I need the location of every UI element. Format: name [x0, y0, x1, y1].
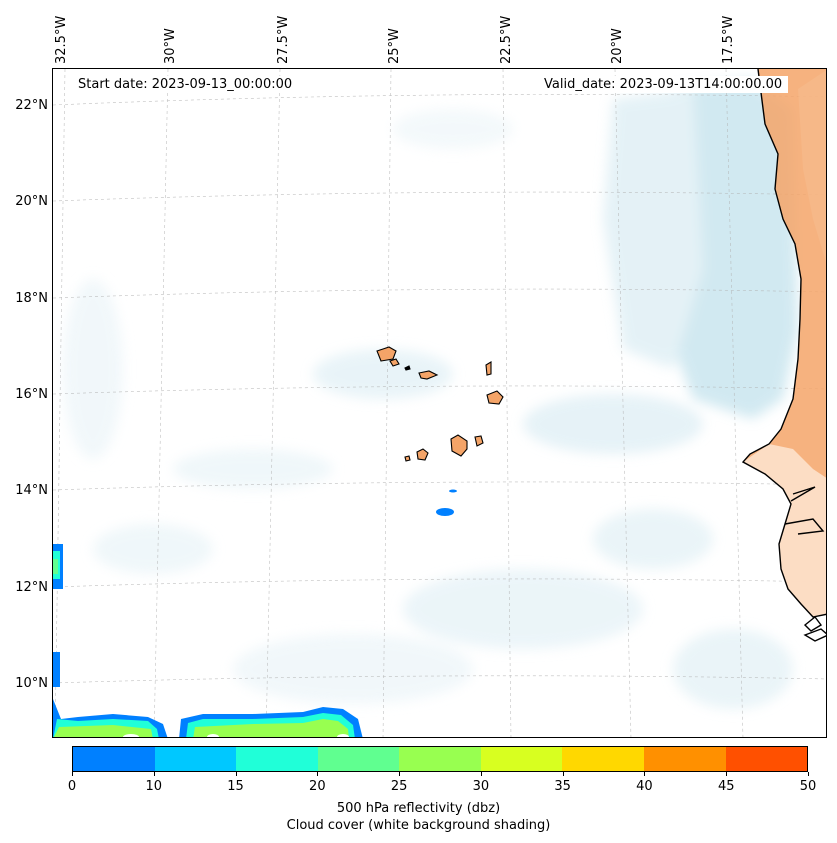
colorbar-tickmark: [562, 772, 564, 776]
colorbar-segment-2: [236, 747, 318, 771]
map-canvas: [53, 69, 826, 737]
lat-label-22n: 22°N: [15, 98, 48, 113]
lon-label-17-5w: 17.5°W: [721, 15, 736, 64]
colorbar-tickmark: [317, 772, 319, 776]
graticule: [53, 69, 826, 737]
lat-label-18n: 18°N: [15, 291, 48, 306]
africa-land: [743, 69, 826, 617]
colorbar-tick-label: 35: [554, 779, 571, 794]
lat-label-16n: 16°N: [15, 387, 48, 402]
colorbar-label: 500 hPa reflectivity (dbz): [336, 801, 501, 816]
colorbar-tickmark: [808, 772, 809, 776]
cloud-cover-shading: [63, 79, 798, 709]
start-date-text: Start date: 2023-09-13_00:00:00: [72, 76, 299, 93]
colorbar-segment-1: [154, 747, 237, 771]
colorbar-segment-7: [643, 747, 726, 771]
colorbar-tick-label: 25: [390, 779, 408, 794]
lon-label-30w: 30°W: [163, 28, 178, 64]
lon-label-27-5w: 27.5°W: [276, 15, 291, 64]
lat-label-12n: 12°N: [15, 580, 48, 595]
colorbar-tick-label: 40: [636, 779, 653, 794]
colorbar-tick-label: 20: [309, 779, 326, 794]
colorbar-tick-label: 45: [717, 779, 735, 794]
cape-verde-islands: [376, 346, 504, 462]
colorbar-segment-4: [399, 747, 481, 771]
colorbar-tick-label: 30: [472, 779, 490, 794]
colorbar-tick-label: 0: [67, 779, 77, 794]
colorbar-tickmark: [726, 772, 728, 776]
colorbar-tickmark: [399, 772, 401, 776]
colorbar-segment-0: [73, 747, 155, 771]
lon-label-25w: 25°W: [387, 28, 402, 64]
colorbar-tickmark: [235, 772, 237, 776]
lon-label-32-5w: 32.5°W: [54, 15, 69, 64]
colorbar-segment-5: [480, 747, 563, 771]
colorbar-segment-3: [317, 747, 400, 771]
colorbar-tickmark: [153, 772, 155, 776]
lat-label-14n: 14°N: [15, 483, 48, 498]
colorbar-segment-8: [725, 747, 808, 771]
africa-coastline: [741, 69, 826, 642]
colorbar-tick-label: 10: [145, 779, 163, 794]
colorbar-segment-6: [562, 747, 644, 771]
colorbar-tickmark: [72, 772, 73, 776]
lon-label-20w: 20°W: [610, 28, 625, 64]
lat-label-20n: 20°N: [15, 194, 48, 209]
colorbar-tick-label: 50: [799, 779, 817, 794]
reflectivity-colorbar: [72, 746, 808, 772]
reflectivity-patches: [53, 489, 457, 737]
map-panel[interactable]: [52, 68, 827, 738]
colorbar-sublabel: Cloud cover (white background shading): [286, 818, 551, 833]
colorbar-tickmark: [644, 772, 646, 776]
colorbar-tickmark: [480, 772, 482, 776]
lon-label-22-5w: 22.5°W: [499, 15, 514, 64]
lat-label-10n: 10°N: [15, 676, 48, 691]
colorbar-tick-label: 15: [227, 779, 244, 794]
valid-date-text: Valid_date: 2023-09-13T14:00:00.00: [538, 76, 789, 93]
